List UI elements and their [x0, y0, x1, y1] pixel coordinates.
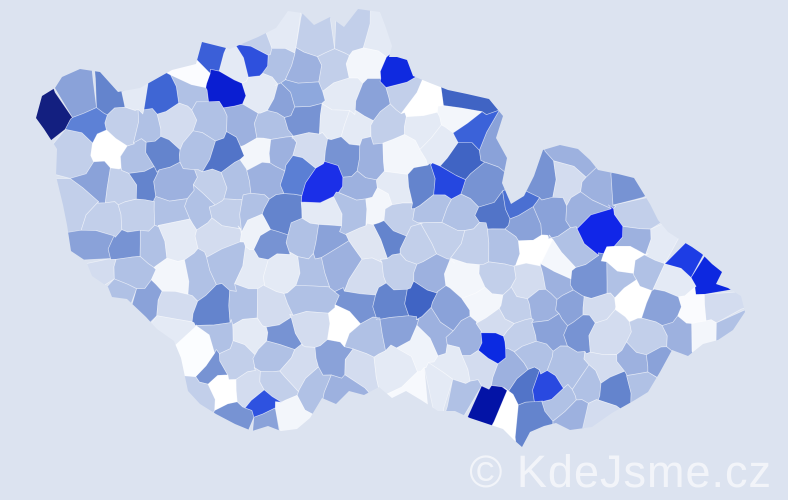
district-cell[interactable]: [295, 0, 335, 58]
district-cell[interactable]: [439, 49, 514, 116]
district-cell[interactable]: [677, 286, 707, 324]
district-cell[interactable]: [48, 258, 117, 320]
district-cell[interactable]: [244, 389, 282, 418]
district-cell[interactable]: [207, 374, 238, 411]
district-cell[interactable]: [610, 137, 678, 206]
district-cell[interactable]: [578, 399, 651, 470]
district-cell[interactable]: [327, 304, 361, 348]
district-cell[interactable]: [279, 155, 316, 196]
district-cell[interactable]: [72, 278, 137, 346]
district-cell[interactable]: [300, 161, 344, 204]
district-cell[interactable]: [117, 198, 156, 233]
district-cell[interactable]: [362, 0, 426, 58]
district-cell[interactable]: [626, 371, 696, 437]
district-cell[interactable]: [234, 43, 269, 78]
district-cell[interactable]: [452, 109, 500, 151]
district-cell[interactable]: [379, 24, 444, 88]
district-cell[interactable]: [155, 7, 231, 74]
district-cell[interactable]: [576, 204, 624, 256]
district-cell[interactable]: [396, 325, 439, 373]
district-cell[interactable]: [601, 246, 649, 274]
district-cell[interactable]: [280, 78, 326, 108]
district-cell[interactable]: [691, 319, 719, 380]
district-cell[interactable]: [237, 213, 271, 251]
district-cell[interactable]: [143, 59, 180, 115]
district-cell[interactable]: [430, 162, 466, 200]
district-cell[interactable]: [532, 369, 564, 403]
district-cell[interactable]: [345, 222, 388, 263]
district-cell[interactable]: [539, 239, 576, 280]
district-cell[interactable]: [64, 107, 108, 144]
district-cell[interactable]: [91, 41, 126, 116]
district-cell[interactable]: [32, 128, 95, 179]
district-cell[interactable]: [513, 134, 557, 201]
district-cell[interactable]: [150, 372, 216, 453]
district-cell[interactable]: [188, 401, 255, 467]
district-cell[interactable]: [646, 346, 708, 401]
district-cell[interactable]: [690, 227, 766, 295]
district-cell[interactable]: [478, 332, 507, 365]
